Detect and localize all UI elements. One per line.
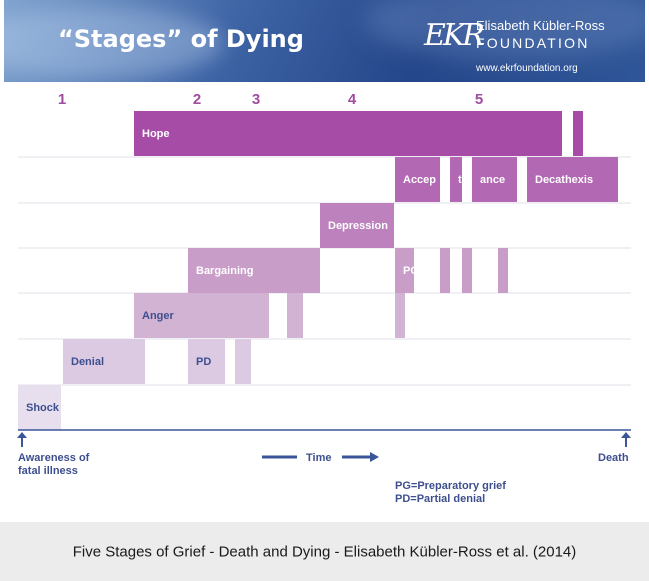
stage-bar-pg [395,248,414,293]
stage-bar-bargaining [188,248,320,293]
figure-caption: Five Stages of Grief - Death and Dying -… [72,543,577,561]
header-banner: “Stages” of Dying EKR Elisabeth Kübler-R… [4,0,645,82]
stage-bar-anger-segment [395,293,405,338]
up-arrow-icon [621,432,631,438]
stage-number: 1 [58,91,66,108]
stage-bar-denial [63,339,145,384]
legend-pd: PD=Partial denial [395,493,485,505]
cloud-decoration [4,8,224,78]
death-label: Death [598,452,629,464]
awareness-label-line2: fatal illness [18,465,78,477]
stage-number: 4 [348,91,357,108]
stage-bar-label: Bargaining [196,265,253,277]
stage-bar-pd [188,339,225,384]
stage-bar-label: Hope [142,128,170,140]
stage-bar-bargaining-segment [462,248,472,293]
awareness-label-line1: Awareness of [18,452,90,464]
stage-bar-hope [134,111,562,156]
ekr-logo-icon: EKR [424,18,485,53]
stage-bar-label: Decathexis [535,174,593,186]
stage-bar-label: Denial [71,356,104,368]
stage-bar-label: PD [196,356,211,368]
caption-bar [0,522,649,581]
right-arrow-icon [370,452,379,462]
stage-bar-hope-segment [573,111,583,156]
stage-bar-shock [18,385,61,430]
stage-bar-decathexis [527,157,618,202]
stage-bar-t [450,157,462,202]
stage-bar-label: Shock [26,402,60,414]
page-title: “Stages” of Dying [58,25,304,53]
stage-bar-label: Anger [142,310,175,322]
stage-bar-label: ance [480,174,505,186]
stage-bar-anger-segment [287,293,303,338]
stage-bar-label: PG [403,265,419,277]
org-foundation: FOUNDATION [476,35,590,51]
stage-bar-denial-segment [235,339,251,384]
time-axis: Awareness of fatal illness Time Death PG… [17,429,631,505]
stage-number: 5 [475,91,483,108]
stage-number: 2 [193,91,201,108]
stage-bar-label: t [458,174,462,186]
stage-bar-label: Accep [403,174,436,186]
stage-bar-accep [395,157,440,202]
time-label: Time [306,452,331,464]
stage-bar-anger [134,293,269,338]
stage-bar-bargaining-segment [498,248,508,293]
stage-bar-ance [472,157,517,202]
stage-bar-bargaining-segment [440,248,450,293]
org-name: Elisabeth Kübler-Ross [476,18,605,33]
stage-bar-label: Depression [328,220,388,232]
up-arrow-icon [17,432,27,438]
stage-bars: Hope Accep t ance Decathexis Depression Bargai… [18,111,618,430]
org-url: www.ekrfoundation.org [476,63,578,74]
stage-number: 3 [252,91,260,108]
stage-numbers: 1 2 3 4 5 [58,91,483,108]
stage-bar-depression [320,203,394,248]
legend-pg: PG=Preparatory grief [395,480,506,492]
